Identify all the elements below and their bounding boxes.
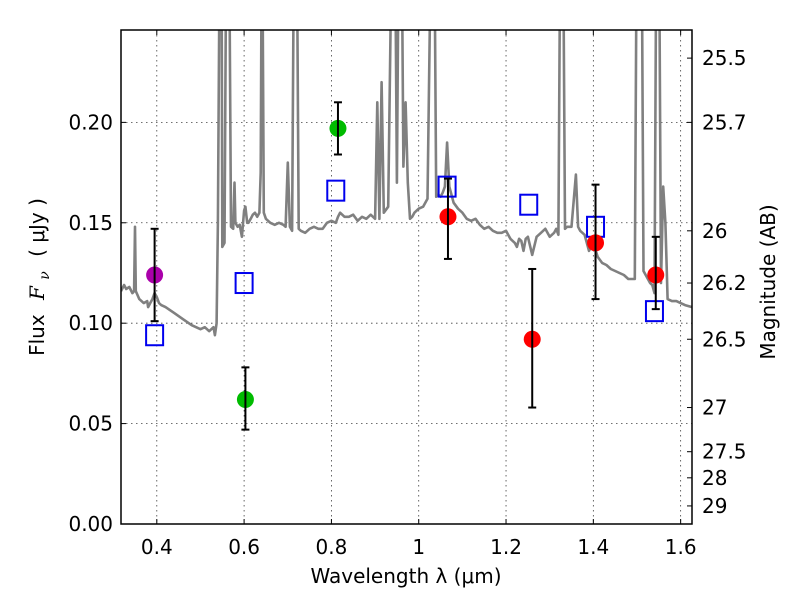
x-tick-label: 1.2 [490,535,522,559]
y2-tick-label: 26.5 [702,327,747,351]
model-photometry-square [519,193,539,216]
y-axis-title: Flux F ν ( μJy ) [25,198,54,356]
y-tick-label: 0.20 [68,110,113,134]
y2-tick-label: 25.7 [702,110,747,134]
photometry-marks [145,101,665,431]
y-tick-label: 0.05 [68,412,113,436]
model-spectrum-line [121,30,692,337]
y2-tick-label: 26.2 [702,271,747,295]
spectrum-layer [121,30,692,337]
x-tick-label: 0.4 [141,535,173,559]
y-tick-label: 0.15 [68,211,113,235]
model-photometry-square [145,324,165,347]
y2-tick-label: 29 [702,494,727,518]
y-tick-label: 0.10 [68,311,113,335]
y-axis-title-prefix: Flux [25,314,49,356]
y2-axis-title: Magnitude (AB) [756,204,780,359]
x-tick-label: 0.6 [228,535,260,559]
plot-frame [120,29,693,525]
y-tick-label: 0.00 [68,512,113,536]
y2-tick-label: 26 [702,219,727,243]
model-photometry-square [234,272,254,295]
x-tick-label: 0.8 [316,535,348,559]
x-tick-label: 1.6 [665,535,697,559]
y-axis-title-symbol: F [25,285,49,301]
model-photometry-square [326,179,346,202]
model-photometry-square [644,300,664,323]
axis-ticks: 0.4 0.6 0.8 1 1.2 1.4 1.6 0.00 0.05 0.10 0.15 0.20 2… [68,30,747,559]
y-axis-title-subscript: ν [37,271,53,280]
x-tick-label: 1 [412,535,425,559]
y2-tick-label: 28 [702,466,727,490]
x-tick-label: 1.4 [577,535,609,559]
y-axis-title-unit: ( μJy ) [25,198,49,257]
y2-tick-label: 27 [702,396,727,420]
x-axis-title: Wavelength λ (μm) [310,564,501,588]
y2-tick-label: 25.5 [702,46,747,70]
y2-tick-label: 27.5 [702,440,747,464]
